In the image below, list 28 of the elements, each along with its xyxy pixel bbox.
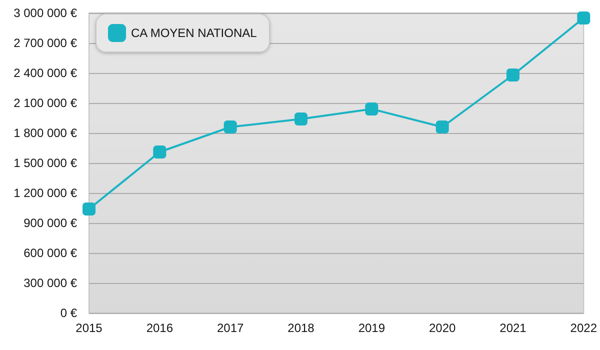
point	[294, 112, 308, 126]
y-tick-label: 900 000 €	[24, 216, 78, 230]
point	[577, 12, 590, 24]
point	[224, 120, 237, 134]
y-tick-label: 1 800 000 €	[14, 126, 78, 140]
y-tick-label: 2 100 000 €	[14, 96, 78, 110]
x-tick-label: 2015	[76, 321, 103, 335]
y-tick-label: 2 700 000 €	[14, 36, 78, 50]
y-tick-label: 600 000 €	[24, 246, 78, 260]
legend-label: CA MOYEN NATIONAL	[131, 26, 258, 40]
y-tick-label: 3 000 000 €	[14, 6, 78, 20]
y-tick-label: 1 200 000 €	[14, 186, 78, 200]
point	[153, 146, 166, 158]
y-tick-label: 1 500 000 €	[14, 156, 78, 170]
x-tick-label: 2016	[146, 321, 174, 335]
point	[365, 102, 378, 116]
y-tick-label: 300 000 €	[24, 276, 78, 290]
x-tick-label: 2017	[216, 321, 244, 335]
point	[506, 68, 520, 82]
point	[436, 120, 449, 134]
x-tick-label: 2020	[428, 321, 456, 335]
x-tick-label: 2019	[358, 321, 386, 335]
x-tick-label: 2018	[288, 321, 315, 335]
x-tick-label: 2021	[500, 321, 527, 335]
x-tick-label: 2022	[570, 321, 598, 335]
point	[82, 202, 96, 216]
y-tick-label: 2 400 000 €	[14, 66, 78, 80]
y-tick-label: 0 €	[60, 306, 78, 320]
